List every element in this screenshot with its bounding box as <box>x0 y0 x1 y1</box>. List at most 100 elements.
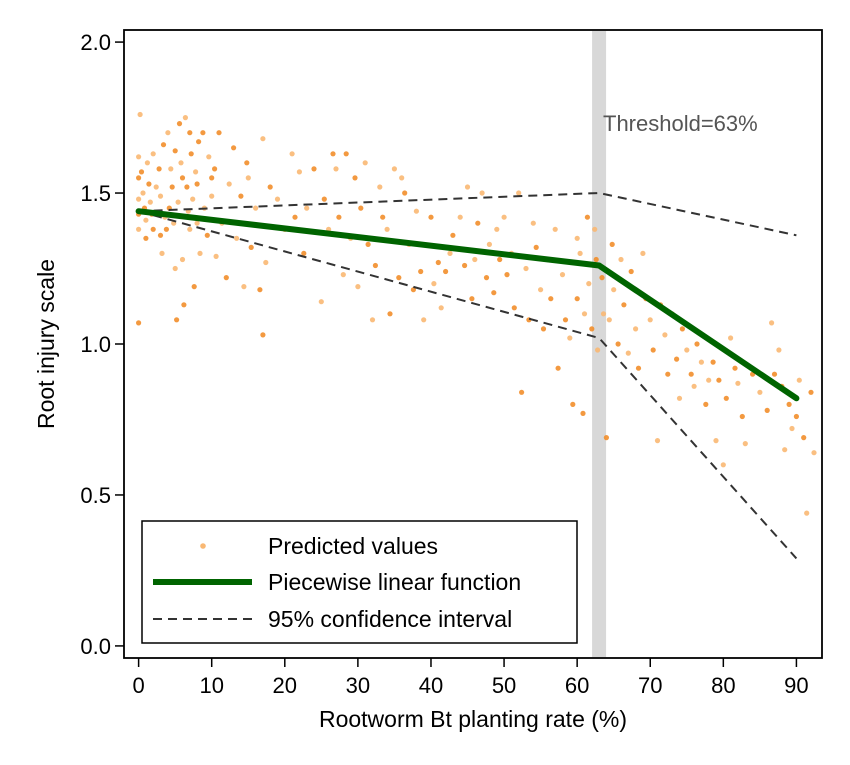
scatter-point <box>501 214 507 220</box>
scatter-point <box>581 311 588 317</box>
y-axis-title: Root injury scale <box>33 259 59 429</box>
scatter-point <box>143 217 149 223</box>
scatter-point <box>136 196 142 202</box>
scatter-point <box>391 166 397 172</box>
scatter-point <box>136 226 142 232</box>
scatter-point <box>304 205 310 211</box>
scatter-point <box>150 151 156 157</box>
scatter-point <box>574 235 580 241</box>
scatter-point <box>475 220 481 226</box>
scatter-point <box>204 232 210 238</box>
scatter-point <box>168 166 174 172</box>
scatter-point <box>352 175 358 181</box>
x-tick-label: 80 <box>711 673 735 698</box>
scatter-point <box>157 232 164 238</box>
scatter-point <box>160 142 167 148</box>
x-axis-title: Rootworm Bt planting rate (%) <box>319 706 627 732</box>
scatter-point <box>181 302 187 308</box>
scatter-point <box>241 284 247 290</box>
scatter-point <box>580 410 586 416</box>
scatter-point <box>188 151 194 157</box>
scatter-point <box>144 160 150 166</box>
scatter-point <box>559 272 566 278</box>
scatter-point <box>143 235 149 241</box>
scatter-point <box>595 347 601 353</box>
scatter-point <box>182 115 188 121</box>
scatter-point <box>399 175 405 181</box>
scatter-point <box>138 169 145 175</box>
scatter-point <box>402 190 408 196</box>
scatter-point <box>716 377 722 383</box>
scatter-point <box>226 181 232 187</box>
scatter-point <box>153 184 159 190</box>
scatter-point <box>589 326 595 332</box>
y-tick-label: 1.0 <box>80 332 111 357</box>
scatter-point <box>358 205 364 211</box>
scatter-point <box>720 462 726 468</box>
scatter-point <box>174 317 180 323</box>
scatter-point <box>469 296 475 302</box>
scatter-point <box>555 365 561 371</box>
scatter-point <box>530 220 536 226</box>
scatter-point <box>574 296 580 302</box>
scatter-point <box>735 380 741 386</box>
scatter-point <box>684 347 690 353</box>
scatter-point <box>464 184 471 190</box>
scatter-point <box>179 175 186 181</box>
scatter-point <box>410 287 416 293</box>
x-tick-label: 60 <box>565 673 589 698</box>
scatter-point <box>567 335 573 341</box>
x-tick-label: 30 <box>346 673 370 698</box>
scatter-point <box>438 305 444 311</box>
scatter-point <box>811 450 817 456</box>
scatter-point <box>654 438 661 444</box>
scatter-point <box>362 160 368 166</box>
scatter-point <box>739 413 745 420</box>
scatter-point <box>548 296 554 302</box>
scatter-point <box>593 256 599 263</box>
scatter-point <box>245 175 251 181</box>
scatter-point <box>223 275 229 281</box>
scatter-point <box>776 347 782 353</box>
y-tick-label: 1.5 <box>80 181 111 206</box>
scatter-point <box>710 359 716 365</box>
scatter-point <box>172 148 178 154</box>
scatter-point <box>618 256 624 263</box>
scatter-point <box>209 175 215 181</box>
scatter-point <box>330 151 336 157</box>
scatter-point <box>728 335 734 341</box>
scatter-point <box>318 299 324 305</box>
scatter-point <box>600 311 607 317</box>
scatter-point <box>260 332 266 338</box>
threshold-label: Threshold=63% <box>603 111 758 136</box>
scatter-point <box>552 226 558 232</box>
scatter-point <box>625 350 631 356</box>
scatter-point <box>190 196 196 202</box>
scatter-point <box>609 241 615 247</box>
scatter-point <box>511 305 517 311</box>
scatter-point <box>635 365 642 371</box>
scatter-point <box>435 259 441 266</box>
scatter-point <box>757 389 763 395</box>
scatter-point <box>742 441 748 447</box>
scatter-point <box>150 226 156 232</box>
scatter-point <box>584 214 591 220</box>
scatter-point <box>519 389 525 395</box>
scatter-point <box>159 250 165 256</box>
scatter-point <box>647 317 653 323</box>
scatter-point <box>387 311 393 317</box>
scatter-point <box>428 214 434 220</box>
scatter-point <box>296 169 302 175</box>
ci-upper-line <box>138 191 797 237</box>
scatter-point <box>213 253 219 259</box>
scatter-point <box>418 268 424 275</box>
scatter-point <box>599 275 605 281</box>
scatter-point <box>413 208 419 214</box>
scatter-point <box>592 226 598 232</box>
scatter-point <box>191 284 197 290</box>
scatter-point <box>209 193 215 199</box>
scatter-point <box>679 326 686 332</box>
legend: Predicted values Piecewise linear functi… <box>141 520 578 644</box>
scatter-point <box>450 232 456 238</box>
